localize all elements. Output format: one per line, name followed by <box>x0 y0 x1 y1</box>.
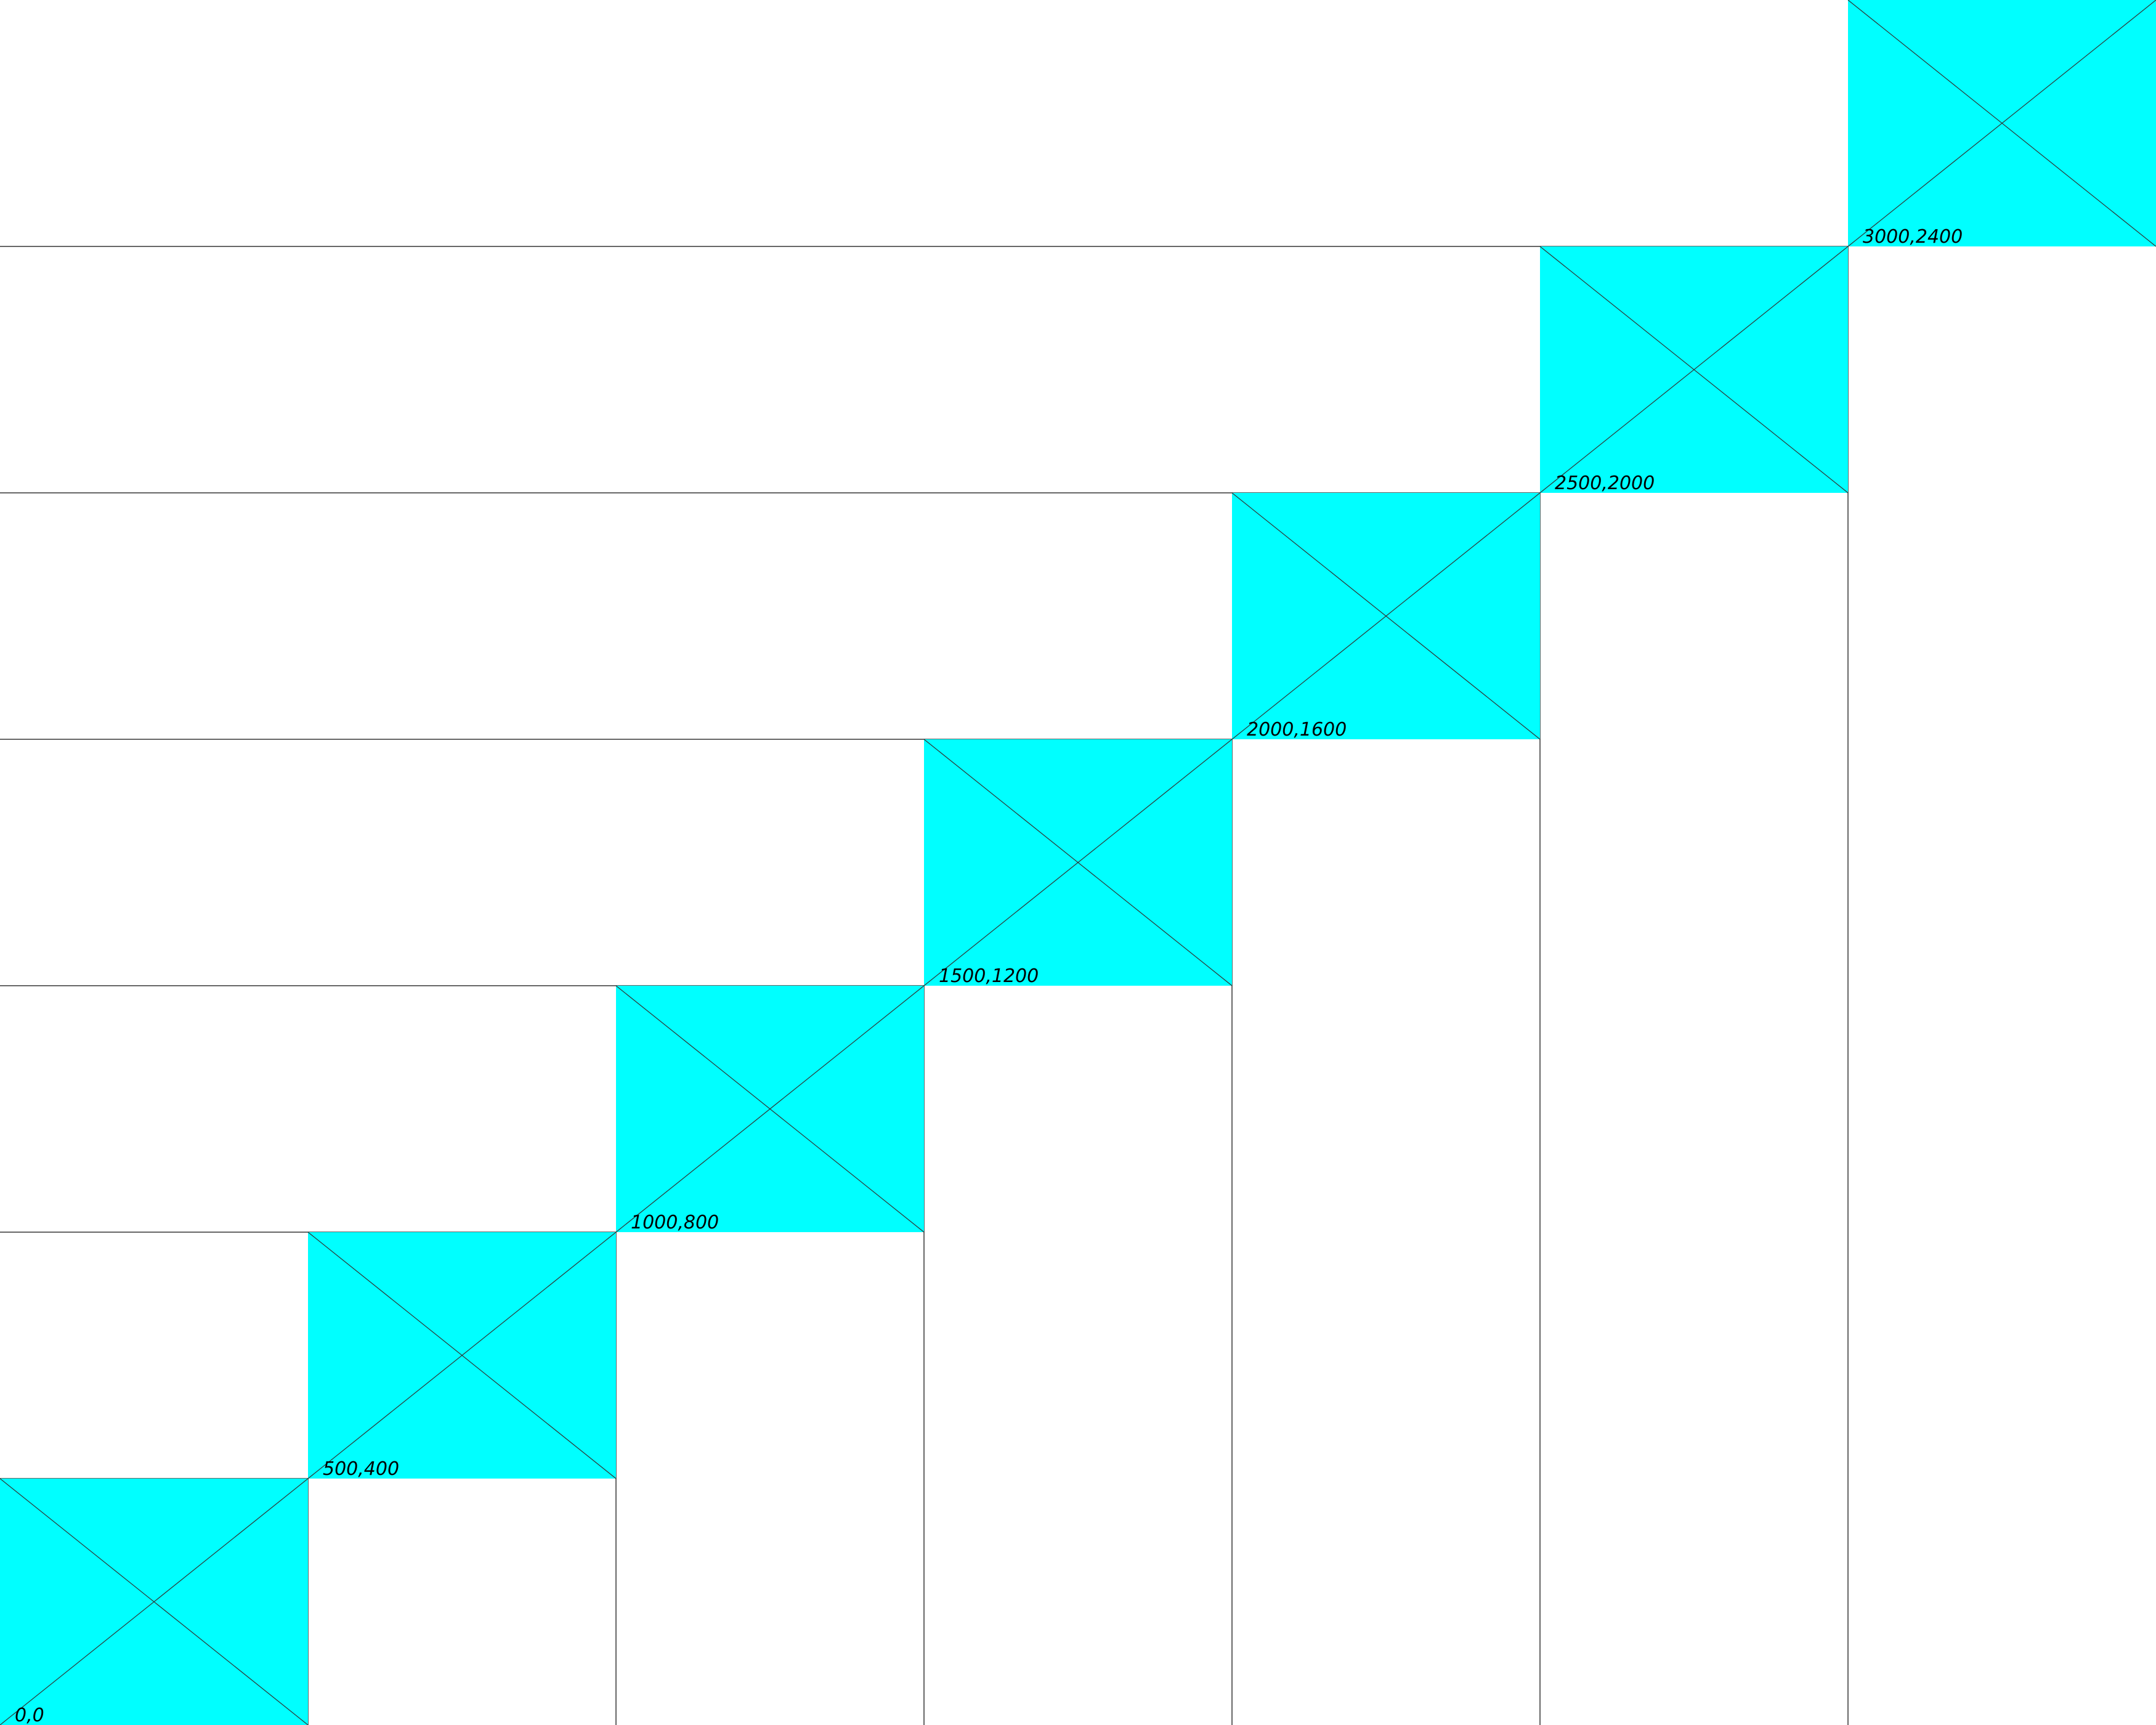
cell-6-diagonal-up <box>1847 0 2156 247</box>
cell-4-label: 2000,1600 <box>1247 719 1347 741</box>
cell-1-diagonal-up <box>307 1232 617 1479</box>
cell-2-diagonal-up <box>615 985 925 1233</box>
cell-6-label: 3000,2400 <box>1863 226 1963 248</box>
cell-0-diagonal-up <box>0 1478 309 1725</box>
cell-3-label: 1500,1200 <box>939 965 1039 987</box>
cell-5-label: 2500,2000 <box>1555 473 1655 494</box>
cell-1-label: 500,400 <box>323 1458 399 1480</box>
cell-5-diagonal-up <box>1539 246 1849 493</box>
cell-0-label: 0,0 <box>15 1705 44 1725</box>
cell-4-diagonal-up <box>1231 492 1541 740</box>
cell-3-diagonal-up <box>923 739 1233 986</box>
cell-2-label: 1000,800 <box>631 1212 719 1233</box>
